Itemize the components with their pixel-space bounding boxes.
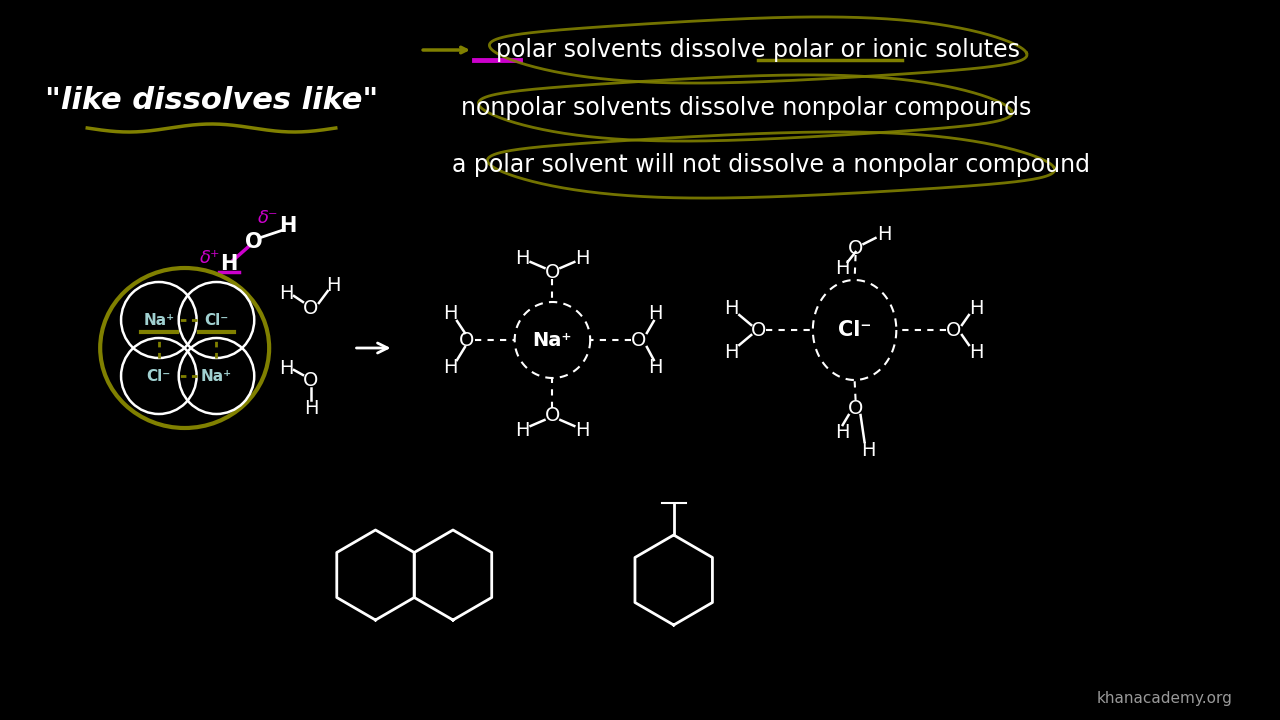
Text: H: H [649,304,663,323]
Text: H: H [516,248,530,268]
Text: H: H [279,216,297,236]
Text: H: H [724,343,739,361]
Text: a polar solvent will not dissolve a nonpolar compound: a polar solvent will not dissolve a nonp… [452,153,1091,177]
Text: H: H [969,343,984,361]
Text: Na⁺: Na⁺ [143,312,174,328]
Text: δ⁻: δ⁻ [257,209,279,227]
Text: O: O [460,330,475,349]
Text: H: H [220,254,237,274]
Text: nonpolar solvents dissolve nonpolar compounds: nonpolar solvents dissolve nonpolar comp… [461,96,1032,120]
Text: O: O [545,405,561,425]
Text: O: O [946,320,961,340]
Text: H: H [836,258,850,277]
Text: Cl⁻: Cl⁻ [838,320,872,340]
Text: H: H [279,284,293,302]
Text: O: O [303,371,319,390]
Text: Cl⁻: Cl⁻ [205,312,229,328]
Text: H: H [575,248,590,268]
Text: O: O [847,398,863,418]
Text: δ⁺: δ⁺ [200,249,220,267]
Text: "like dissolves like": "like dissolves like" [45,86,378,114]
Text: O: O [545,263,561,282]
Text: H: H [836,423,850,441]
Text: Cl⁻: Cl⁻ [147,369,172,384]
Text: Na⁺: Na⁺ [532,330,572,349]
Text: H: H [443,358,457,377]
Text: H: H [575,420,590,439]
Text: O: O [631,330,646,349]
Text: H: H [649,358,663,377]
Text: H: H [861,441,876,459]
Text: O: O [750,320,765,340]
Text: Na⁺: Na⁺ [201,369,232,384]
Text: khanacademy.org: khanacademy.org [1097,691,1233,706]
Text: O: O [847,238,863,258]
Text: H: H [969,299,984,318]
Text: H: H [279,359,293,377]
Text: O: O [303,299,319,318]
Text: H: H [443,304,457,323]
Text: H: H [516,420,530,439]
Text: polar solvents dissolve polar or ionic solutes: polar solvents dissolve polar or ionic s… [497,38,1020,62]
Text: O: O [246,232,264,252]
Text: H: H [877,225,892,243]
Text: H: H [724,299,739,318]
Text: H: H [303,398,319,418]
Text: H: H [326,276,340,294]
